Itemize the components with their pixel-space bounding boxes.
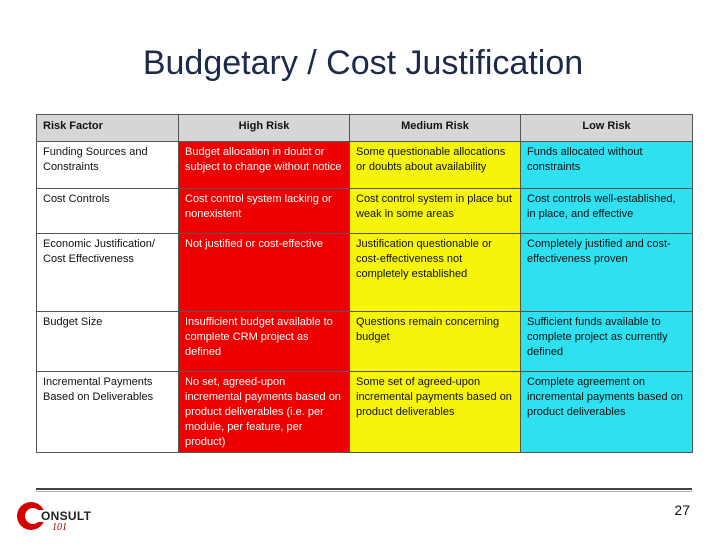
table-row: Economic Justification/ Cost Effectivene… xyxy=(36,233,693,312)
risk-factor-cell: Incremental Payments Based on Deliverabl… xyxy=(36,371,179,453)
high-risk-cell: No set, agreed-upon incremental payments… xyxy=(178,371,350,453)
risk-factor-cell: Economic Justification/ Cost Effectivene… xyxy=(36,233,179,312)
footer-divider-shadow xyxy=(36,491,692,492)
page-number: 27 xyxy=(674,502,690,518)
high-risk-cell: Not justified or cost-effective xyxy=(178,233,350,312)
header-high-risk: High Risk xyxy=(178,114,350,142)
low-risk-cell: Sufficient funds available to complete p… xyxy=(520,311,693,372)
high-risk-cell: Insufficient budget available to complet… xyxy=(178,311,350,372)
low-risk-cell: Cost controls well-established, in place… xyxy=(520,188,693,234)
medium-risk-cell: Cost control system in place but weak in… xyxy=(349,188,521,234)
low-risk-cell: Completely justified and cost-effectiven… xyxy=(520,233,693,312)
high-risk-cell: Budget allocation in doubt or subject to… xyxy=(178,141,350,189)
risk-factor-cell: Budget Size xyxy=(36,311,179,372)
footer-divider xyxy=(36,488,692,490)
table-row: Funding Sources and Constraints Budget a… xyxy=(36,141,693,189)
medium-risk-cell: Some questionable allocations or doubts … xyxy=(349,141,521,189)
table-row: Budget Size Insufficient budget availabl… xyxy=(36,311,693,372)
slide-title: Budgetary / Cost Justification xyxy=(0,44,728,83)
consult-logo: ONSULT 101 xyxy=(14,497,91,537)
risk-factor-cell: Funding Sources and Constraints xyxy=(36,141,179,189)
medium-risk-cell: Some set of agreed-upon incremental paym… xyxy=(349,371,521,453)
low-risk-cell: Funds allocated without constraints xyxy=(520,141,693,189)
table-row: Cost Controls Cost control system lackin… xyxy=(36,188,693,234)
header-risk-factor: Risk Factor xyxy=(36,114,179,142)
risk-table: Risk Factor High Risk Medium Risk Low Ri… xyxy=(36,114,693,453)
risk-factor-cell: Cost Controls xyxy=(36,188,179,234)
low-risk-cell: Complete agreement on incremental paymen… xyxy=(520,371,693,453)
header-medium-risk: Medium Risk xyxy=(349,114,521,142)
table-row: Incremental Payments Based on Deliverabl… xyxy=(36,371,693,453)
high-risk-cell: Cost control system lacking or nonexiste… xyxy=(178,188,350,234)
medium-risk-cell: Questions remain concerning budget xyxy=(349,311,521,372)
medium-risk-cell: Justification questionable or cost-effec… xyxy=(349,233,521,312)
table-header-row: Risk Factor High Risk Medium Risk Low Ri… xyxy=(36,114,693,142)
logo-word: ONSULT xyxy=(41,509,92,523)
logo-c-icon xyxy=(17,502,46,530)
logo-sub: 101 xyxy=(52,522,67,533)
slide-title-text: Budgetary / Cost Justification xyxy=(142,44,584,82)
header-low-risk: Low Risk xyxy=(520,114,693,142)
